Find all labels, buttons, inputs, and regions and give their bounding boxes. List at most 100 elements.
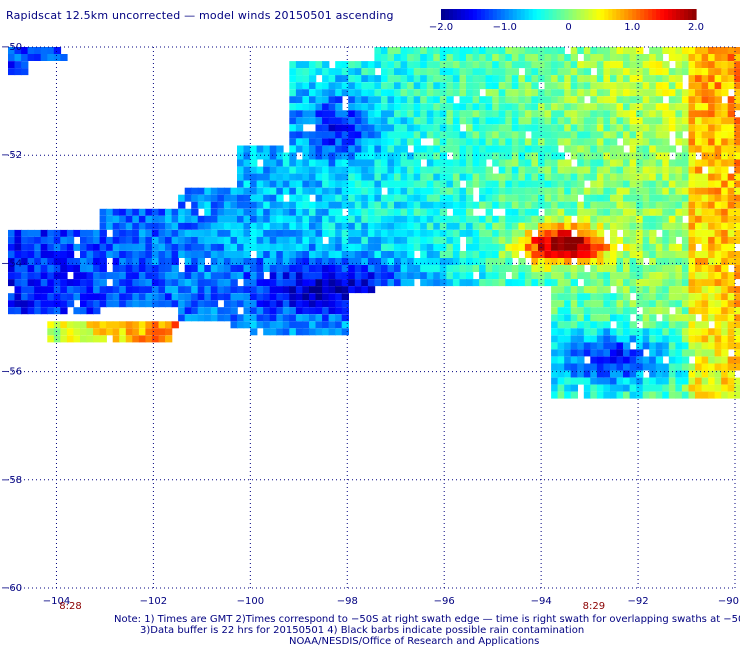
wind-cell	[727, 377, 735, 385]
wind-cell	[34, 243, 42, 251]
wind-cell	[642, 293, 650, 301]
wind-cell	[688, 229, 696, 237]
wind-cell	[564, 222, 572, 230]
wind-cell	[237, 159, 245, 167]
wind-cell	[263, 208, 271, 216]
wind-cell	[420, 47, 428, 54]
wind-cell	[361, 279, 369, 287]
wind-cell	[577, 152, 585, 160]
wind-cell	[191, 243, 199, 251]
wind-cell	[603, 314, 611, 322]
wind-cell	[590, 75, 598, 83]
wind-cell	[309, 300, 317, 308]
wind-cell	[452, 258, 461, 265]
wind-cell	[204, 194, 212, 202]
wind-cell	[655, 370, 664, 378]
wind-cell	[289, 321, 297, 329]
wind-cell	[93, 307, 101, 315]
wind-cell	[269, 279, 277, 287]
wind-cell	[361, 229, 369, 237]
wind-cell	[466, 229, 474, 237]
wind-cell	[230, 243, 238, 251]
wind-cell	[309, 229, 317, 237]
wind-cell	[695, 293, 703, 301]
wind-cell	[354, 286, 363, 294]
wind-cell	[34, 279, 42, 287]
wind-cell	[492, 236, 500, 244]
wind-cell	[557, 243, 565, 251]
wind-cell	[583, 75, 592, 83]
wind-cell	[668, 117, 677, 125]
wind-cell	[374, 89, 382, 97]
wind-cell	[675, 152, 683, 160]
wind-cell	[551, 215, 559, 223]
wind-cell	[714, 96, 722, 104]
wind-cell	[479, 272, 487, 280]
wind-cell	[171, 265, 179, 272]
wind-cell	[610, 68, 618, 76]
wind-cell	[583, 342, 592, 350]
wind-cell	[564, 251, 572, 258]
wind-cell	[315, 222, 323, 230]
wind-cell	[151, 300, 160, 308]
wind-cell	[492, 272, 500, 280]
wind-cell	[256, 272, 264, 280]
wind-cell	[381, 96, 389, 104]
wind-cell	[86, 307, 94, 315]
wind-cell	[53, 307, 62, 315]
wind-cell	[629, 321, 637, 329]
wind-cell	[649, 124, 657, 132]
wind-cell	[138, 279, 147, 287]
wind-cell	[675, 251, 683, 258]
wind-cell	[616, 75, 624, 83]
wind-cell	[603, 377, 611, 385]
wind-cell	[498, 166, 506, 174]
colorbar-segment	[524, 9, 530, 20]
wind-cell	[649, 356, 657, 364]
wind-cell	[623, 89, 631, 97]
wind-cell	[413, 103, 421, 111]
wind-cell	[701, 300, 709, 308]
note-line-2: 3)Data buffer is 22 hrs for 20150501 4) …	[140, 625, 585, 636]
wind-cell	[335, 103, 343, 111]
wind-cell	[583, 138, 592, 146]
wind-cell	[263, 258, 271, 265]
wind-cell	[276, 251, 284, 258]
wind-cell	[596, 82, 605, 90]
wind-cell	[688, 272, 696, 280]
wind-cell	[341, 173, 349, 181]
wind-cell	[223, 194, 232, 202]
wind-cell	[577, 293, 585, 301]
wind-cell	[577, 370, 585, 378]
wind-cell	[367, 215, 376, 223]
wind-cell	[171, 243, 179, 251]
wind-cell	[727, 300, 735, 308]
wind-cell	[387, 258, 395, 265]
wind-cell	[361, 117, 369, 125]
wind-cell	[603, 222, 611, 230]
wind-cell	[564, 356, 572, 364]
wind-cell	[616, 61, 624, 69]
wind-cell	[466, 47, 474, 54]
wind-cell	[531, 194, 539, 202]
wind-cell	[511, 187, 520, 195]
wind-cell	[518, 229, 526, 237]
wind-cell	[263, 229, 271, 237]
wind-cell	[341, 251, 349, 258]
wind-cell	[524, 251, 533, 258]
wind-cell	[433, 152, 441, 160]
wind-cell	[675, 54, 683, 61]
wind-cell	[302, 61, 310, 69]
wind-cell	[662, 68, 670, 76]
wind-cell	[557, 300, 565, 308]
wind-cell	[675, 194, 683, 202]
wind-cell	[439, 96, 448, 104]
wind-cell	[452, 138, 461, 146]
wind-cell	[269, 187, 277, 195]
wind-cell	[433, 159, 441, 167]
wind-cell	[80, 272, 88, 280]
wind-cell	[662, 152, 670, 160]
wind-cell	[138, 251, 147, 258]
wind-cell	[544, 131, 552, 139]
wind-cell	[354, 208, 363, 216]
